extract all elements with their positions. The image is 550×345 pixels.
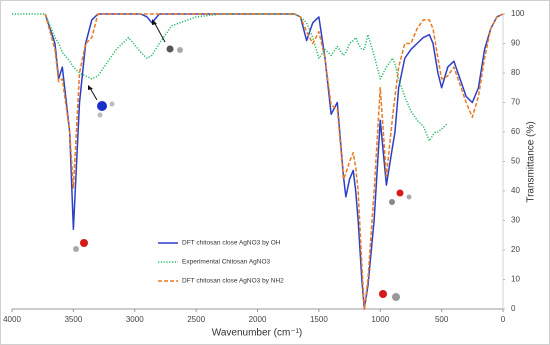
x-tick-label: 4000 — [3, 315, 21, 324]
y-tick-label: 10 — [511, 275, 520, 284]
atom — [177, 47, 183, 53]
x-tick-label: 2500 — [187, 315, 205, 324]
y-tick-label: 20 — [511, 245, 520, 254]
y-tick-label: 40 — [511, 186, 520, 195]
series-line — [44, 13, 504, 310]
atom-h — [97, 112, 103, 118]
arrow — [153, 21, 166, 43]
x-tick-label: 1500 — [310, 315, 328, 324]
atom — [389, 199, 395, 205]
atom-o — [80, 239, 88, 247]
atom — [392, 293, 400, 301]
arrow — [89, 87, 98, 101]
atom — [166, 45, 174, 53]
legend-label: DFT chitosan close AgNO3 by OH — [182, 240, 281, 247]
y-tick-label: 30 — [511, 216, 520, 225]
x-tick-label: 3500 — [64, 315, 82, 324]
y-tick-label: 0 — [511, 304, 516, 313]
y-tick-label: 100 — [511, 9, 525, 18]
x-tick-label: 500 — [435, 315, 449, 324]
legend-label: Experimental Chitosan AgNO3 — [182, 259, 271, 266]
atom-h — [109, 101, 115, 107]
series-line — [12, 13, 449, 142]
atom — [406, 194, 412, 200]
x-tick-label: 0 — [501, 315, 506, 324]
y-tick-label: 60 — [511, 127, 520, 136]
plot-area: 4000 3500 3000 2500 2000 1500 1000 500 00 10 20 30 4… — [3, 9, 525, 324]
y-tick-label: 70 — [511, 98, 520, 107]
x-tick-label: 2000 — [249, 315, 267, 324]
x-tick-label: 3000 — [126, 315, 144, 324]
y-tick-label: 50 — [511, 157, 520, 166]
atom-o — [379, 290, 387, 298]
x-tick-label: 1000 — [371, 315, 389, 324]
atom-h — [73, 246, 79, 252]
arrowhead — [88, 85, 93, 90]
legend-label: DFT chitosan close AgNO3 by NH2 — [182, 278, 284, 285]
y-tick-label: 80 — [511, 68, 520, 77]
arrowhead — [152, 19, 157, 25]
x-axis-title: Wavenumber (cm⁻¹) — [212, 328, 302, 339]
molecule-icons — [73, 19, 412, 301]
y-tick-label: 90 — [511, 39, 520, 48]
atom-o — [396, 189, 404, 197]
y-axis-title: Transmittance (%) — [526, 121, 537, 202]
atom-n — [97, 101, 107, 111]
